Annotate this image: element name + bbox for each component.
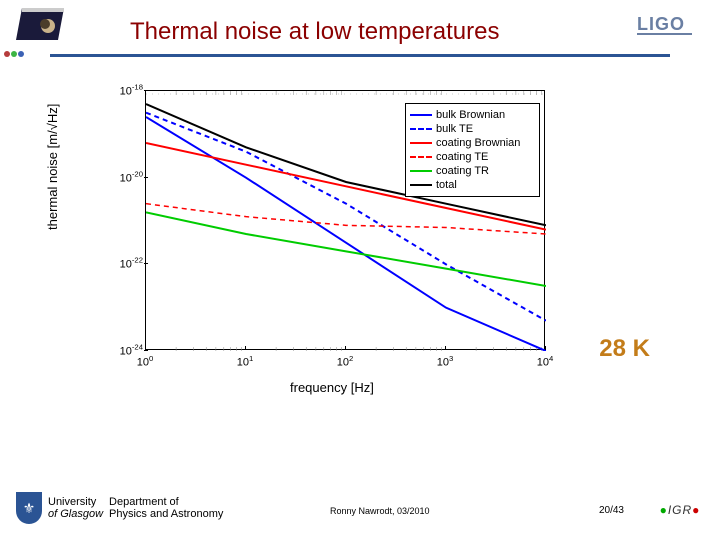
footer-author: Ronny Nawrodt, 03/2010 bbox=[330, 506, 430, 516]
y-tick-label: 10-22 bbox=[105, 256, 143, 271]
y-tick-label: 10-18 bbox=[105, 83, 143, 98]
department-text: Department ofPhysics and Astronomy bbox=[109, 496, 223, 520]
uofg-shield-icon: ⚜ bbox=[16, 492, 42, 524]
plot-area: bulk Brownianbulk TEcoating Browniancoat… bbox=[145, 90, 545, 350]
y-tick-label: 10-20 bbox=[105, 169, 143, 184]
legend-item: bulk Brownian bbox=[410, 108, 535, 122]
x-tick-label: 100 bbox=[137, 354, 154, 369]
x-tick-label: 102 bbox=[337, 354, 354, 369]
igr-text: IGR bbox=[668, 503, 692, 517]
uofg-line1: University bbox=[48, 496, 96, 508]
thermal-noise-plot: thermal noise [m/√Hz] frequency [Hz] bul… bbox=[100, 80, 550, 380]
slide-footer: ⚜ University of Glasgow Department ofPhy… bbox=[0, 484, 720, 524]
slide-title: Thermal noise at low temperatures bbox=[130, 18, 500, 46]
legend-item: coating Brownian bbox=[410, 136, 535, 150]
x-tick-label: 101 bbox=[237, 354, 254, 369]
title-rule bbox=[50, 54, 670, 57]
slide: LIGO Thermal noise at low temperatures t… bbox=[0, 0, 720, 540]
university-of-glasgow-logo: ⚜ University of Glasgow Department ofPhy… bbox=[16, 492, 223, 524]
ligo-text: LIGO bbox=[637, 14, 685, 34]
ligo-logo: LIGO bbox=[637, 14, 692, 35]
legend-item: total bbox=[410, 178, 535, 192]
decorative-dots bbox=[4, 44, 25, 62]
legend-item: coating TE bbox=[410, 150, 535, 164]
page-number: 20/43 bbox=[599, 505, 624, 516]
plot-legend: bulk Brownianbulk TEcoating Browniancoat… bbox=[405, 103, 540, 197]
y-axis-label: thermal noise [m/√Hz] bbox=[45, 104, 60, 230]
x-tick-label: 103 bbox=[437, 354, 454, 369]
x-tick-label: 104 bbox=[537, 354, 554, 369]
x-axis-label: frequency [Hz] bbox=[290, 380, 374, 395]
legend-item: bulk TE bbox=[410, 122, 535, 136]
uofg-text: University of Glasgow bbox=[48, 496, 103, 520]
igr-logo: ● IGR ● bbox=[652, 496, 708, 524]
legend-item: coating TR bbox=[410, 164, 535, 178]
uofg-line2: of Glasgow bbox=[48, 508, 103, 520]
temperature-annotation: 28 K bbox=[599, 335, 650, 363]
